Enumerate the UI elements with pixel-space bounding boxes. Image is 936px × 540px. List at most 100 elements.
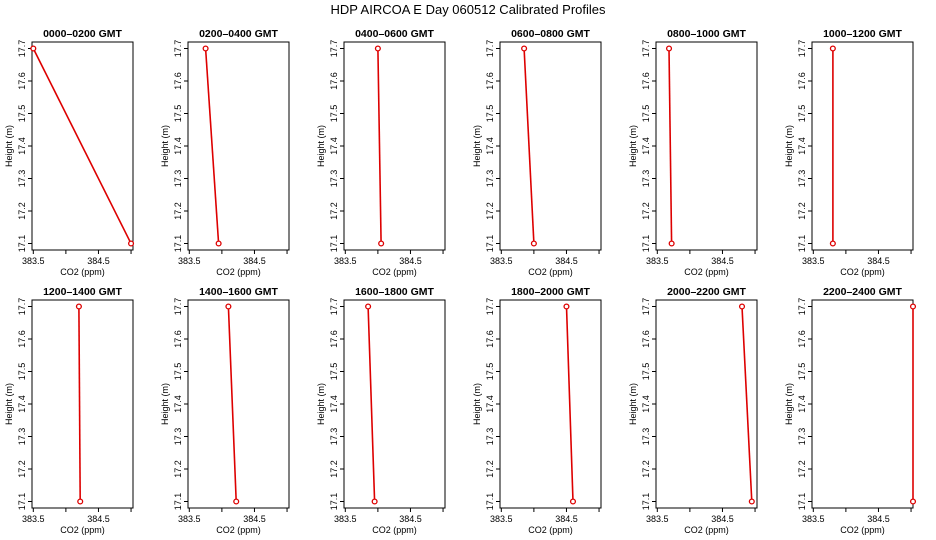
plot-frame — [31, 299, 134, 509]
y-tick-label: 17.7 — [329, 40, 339, 58]
plot-frame — [499, 41, 602, 251]
profile-line — [377, 48, 382, 244]
y-tick-label: 17.4 — [329, 395, 339, 413]
y-tick-label: 17.4 — [797, 395, 807, 413]
data-point — [521, 45, 528, 52]
x-tick-label: 384.5 — [399, 514, 422, 524]
y-tick-label: 17.2 — [17, 460, 27, 478]
y-tick-label: 17.4 — [17, 137, 27, 155]
y-tick-label: 17.5 — [17, 105, 27, 123]
x-axis-label: CO2 (ppm) — [216, 525, 261, 535]
panel-5: 0800–1000 GMT 17.1 17.2 17.3 17.4 17.5 17.6 17.… — [628, 28, 758, 277]
y-tick-label: 17.1 — [17, 493, 27, 511]
x-axis-label: CO2 (ppm) — [840, 525, 885, 535]
y-tick-label: 17.1 — [641, 235, 651, 253]
y-tick-label: 17.3 — [797, 428, 807, 446]
y-tick-label: 17.3 — [485, 428, 495, 446]
y-tick-label: 17.2 — [173, 202, 183, 220]
data-point — [77, 498, 84, 505]
panel-title: 1600–1800 GMT — [355, 286, 434, 298]
y-axis-label: Height (m) — [160, 383, 170, 425]
y-tick-label: 17.1 — [485, 235, 495, 253]
y-tick-label: 17.7 — [797, 40, 807, 58]
data-point — [668, 240, 675, 247]
y-tick-label: 17.4 — [641, 395, 651, 413]
x-tick-label: 384.5 — [87, 514, 110, 524]
y-axis-label: Height (m) — [472, 125, 482, 167]
y-axis-label: Height (m) — [784, 383, 794, 425]
x-axis-label: CO2 (ppm) — [60, 525, 105, 535]
data-point — [371, 498, 378, 505]
data-point — [829, 45, 836, 52]
x-tick-label: 383.5 — [490, 514, 513, 524]
y-tick-label: 17.6 — [17, 330, 27, 348]
y-tick-label: 17.5 — [329, 363, 339, 381]
plot-frame — [343, 41, 446, 251]
panel-title: 1400–1600 GMT — [199, 286, 278, 298]
panel-1: 0000–0200 GMT 17.1 17.2 17.3 17.4 17.5 17.6 17.… — [4, 28, 135, 277]
data-point — [215, 240, 222, 247]
x-tick-label: 383.5 — [178, 256, 201, 266]
y-axis-label: Height (m) — [4, 125, 14, 167]
y-tick-label: 17.1 — [797, 235, 807, 253]
data-point — [233, 498, 240, 505]
y-tick-label: 17.7 — [173, 40, 183, 58]
data-point — [374, 45, 381, 52]
panel-title: 0400–0600 GMT — [355, 28, 434, 40]
y-tick-label: 17.4 — [485, 137, 495, 155]
plot-frame — [811, 299, 914, 509]
plot-frame — [187, 41, 290, 251]
y-tick-label: 17.1 — [17, 235, 27, 253]
y-tick-label: 17.3 — [641, 170, 651, 188]
profile-line — [367, 306, 376, 502]
y-tick-label: 17.4 — [173, 137, 183, 155]
panel-6: 1000–1200 GMT 17.1 17.2 17.3 17.4 17.5 17.6 17.… — [784, 28, 914, 277]
x-axis-label: CO2 (ppm) — [372, 267, 417, 277]
x-tick-label: 383.5 — [646, 514, 669, 524]
y-tick-label: 17.4 — [17, 395, 27, 413]
plot-frame — [811, 41, 914, 251]
figure-title: HDP AIRCOA E Day 060512 Calibrated Profi… — [330, 2, 606, 17]
y-tick-label: 17.4 — [641, 137, 651, 155]
y-tick-label: 17.7 — [641, 40, 651, 58]
panel-title: 1800–2000 GMT — [511, 286, 590, 298]
y-tick-label: 17.7 — [485, 298, 495, 316]
y-tick-label: 17.5 — [173, 105, 183, 123]
plot-frame — [499, 299, 602, 509]
data-point — [665, 45, 673, 52]
profile-line — [741, 306, 753, 502]
plot-frame — [655, 299, 758, 509]
panel-title: 0600–0800 GMT — [511, 28, 590, 40]
y-tick-label: 17.7 — [17, 298, 27, 316]
x-axis-label: CO2 (ppm) — [372, 525, 417, 535]
y-tick-label: 17.6 — [485, 72, 495, 90]
panel-7: 1200–1400 GMT 17.1 17.2 17.3 17.4 17.5 17.6 17.… — [4, 286, 134, 535]
y-tick-label: 17.3 — [329, 428, 339, 446]
panel-title: 0000–0200 GMT — [43, 28, 122, 40]
y-axis-label: Height (m) — [628, 125, 638, 167]
x-axis-label: CO2 (ppm) — [840, 267, 885, 277]
plot-frame — [343, 299, 446, 509]
data-point — [30, 45, 37, 52]
y-tick-label: 17.5 — [641, 363, 651, 381]
y-axis-label: Height (m) — [4, 383, 14, 425]
y-tick-label: 17.7 — [17, 40, 27, 58]
profile-line — [565, 306, 574, 502]
data-point — [909, 303, 917, 310]
y-tick-label: 17.4 — [485, 395, 495, 413]
y-axis-label: Height (m) — [472, 383, 482, 425]
y-tick-label: 17.5 — [329, 105, 339, 123]
y-tick-label: 17.5 — [485, 105, 495, 123]
y-tick-label: 17.5 — [797, 363, 807, 381]
panel-9: 1600–1800 GMT 17.1 17.2 17.3 17.4 17.5 17.6 17.… — [316, 286, 446, 535]
x-tick-label: 384.5 — [87, 256, 110, 266]
y-tick-label: 17.3 — [173, 428, 183, 446]
panel-title: 2200–2400 GMT — [823, 286, 902, 298]
x-tick-label: 383.5 — [490, 256, 513, 266]
x-tick-label: 383.5 — [802, 256, 825, 266]
y-tick-label: 17.6 — [641, 330, 651, 348]
data-point — [378, 240, 385, 247]
data-point — [365, 303, 372, 310]
y-tick-label: 17.7 — [173, 298, 183, 316]
y-tick-label: 17.3 — [797, 170, 807, 188]
